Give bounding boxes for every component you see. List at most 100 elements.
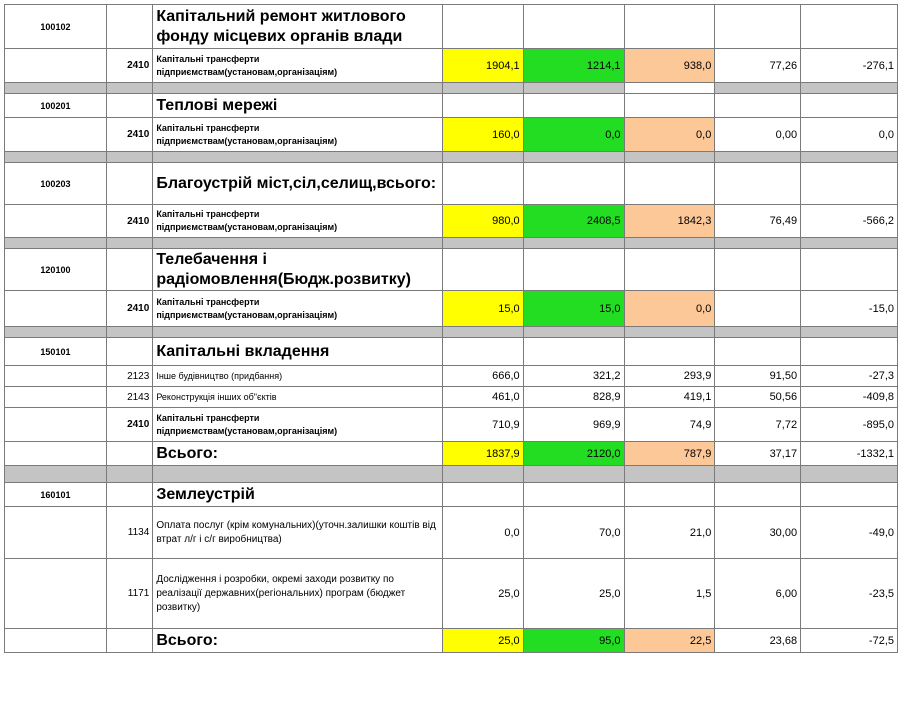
section-title: Капітальні вкладення	[152, 337, 443, 366]
value-percent: 0,00	[714, 117, 802, 152]
value-plan: 15,0	[441, 290, 524, 327]
value-plan: 25,0	[441, 558, 524, 629]
value-percent: 7,72	[714, 407, 802, 442]
table-row: 2410 Капітальні трансферти підприємствам…	[4, 290, 898, 327]
value-percent: 50,56	[714, 386, 802, 408]
separator-row	[4, 82, 898, 94]
section-title: Теплові мережі	[152, 93, 443, 118]
total-deviation: -1332,1	[800, 441, 898, 466]
kekv-code: 2410	[105, 117, 154, 152]
table-row: 2410 Капітальні трансферти підприємствам…	[4, 204, 898, 238]
value-deviation: -276,1	[800, 48, 898, 83]
kekv-code: 2410	[105, 290, 154, 327]
kekv-code: 2410	[105, 48, 154, 83]
total-adjusted: 95,0	[522, 628, 625, 653]
section-header-row: 150101 Капітальні вкладення	[4, 337, 898, 366]
total-adjusted: 2120,0	[522, 441, 625, 466]
table-row: 2123 Інше будівництво (придбання) 666,0 …	[4, 365, 898, 387]
kekv-code: 2123	[105, 365, 154, 387]
value-percent: 91,50	[714, 365, 802, 387]
value-plan: 160,0	[441, 117, 524, 152]
budget-table: 100102 Капітальний ремонт житлового фонд…	[4, 4, 898, 653]
value-percent: 77,26	[714, 48, 802, 83]
value-actual: 74,9	[623, 407, 716, 442]
table-row: 2410 Капітальні трансферти підприємствам…	[4, 117, 898, 152]
value-adjusted: 70,0	[522, 506, 625, 559]
program-code: 150101	[4, 337, 107, 366]
total-actual: 22,5	[623, 628, 716, 653]
total-label: Всього:	[152, 441, 443, 466]
row-description: Реконструкція інших об"єктів	[152, 386, 443, 408]
kekv-code: 2410	[105, 204, 154, 238]
row-description: Капітальні трансферти підприємствам(уста…	[152, 407, 443, 442]
total-plan: 25,0	[441, 628, 524, 653]
value-adjusted: 828,9	[522, 386, 625, 408]
total-actual: 787,9	[623, 441, 716, 466]
table-row: 2410 Капітальні трансферти підприємствам…	[4, 48, 898, 83]
value-percent: 76,49	[714, 204, 802, 238]
section-title: Телебачення і радіомовлення(Бюдж.розвитк…	[152, 248, 443, 291]
total-percent: 23,68	[714, 628, 802, 653]
separator-row	[4, 237, 898, 249]
section-header-row: 160101 Землеустрій	[4, 482, 898, 507]
value-adjusted: 969,9	[522, 407, 625, 442]
separator-row	[4, 465, 898, 483]
value-plan: 666,0	[441, 365, 524, 387]
value-adjusted: 1214,1	[522, 48, 625, 83]
program-code: 100203	[4, 162, 107, 205]
section-header-row: 100102 Капітальний ремонт житлового фонд…	[4, 4, 898, 49]
value-actual: 1,5	[623, 558, 716, 629]
total-row: Всього: 1837,9 2120,0 787,9 37,17 -1332,…	[4, 441, 898, 466]
value-actual: 0,0	[623, 290, 716, 327]
value-deviation: -49,0	[800, 506, 898, 559]
separator-row	[4, 151, 898, 163]
total-label: Всього:	[152, 628, 443, 653]
row-description: Капітальні трансферти підприємствам(уста…	[152, 290, 443, 327]
value-actual: 0,0	[623, 117, 716, 152]
section-title: Капітальний ремонт житлового фонду місце…	[152, 4, 443, 49]
section-header-row: 100201 Теплові мережі	[4, 93, 898, 118]
value-deviation: -27,3	[800, 365, 898, 387]
section-header-row: 100203 Благоустрій міст,сіл,селищ,всього…	[4, 162, 898, 205]
value-deviation: 0,0	[800, 117, 898, 152]
kekv-code: 2143	[105, 386, 154, 408]
value-adjusted: 25,0	[522, 558, 625, 629]
total-plan: 1837,9	[441, 441, 524, 466]
value-plan: 461,0	[441, 386, 524, 408]
table-row: 1134 Оплата послуг (крім комунальних)(ут…	[4, 506, 898, 559]
program-code: 120100	[4, 248, 107, 291]
total-percent: 37,17	[714, 441, 802, 466]
value-deviation: -895,0	[800, 407, 898, 442]
value-percent: 30,00	[714, 506, 802, 559]
value-deviation: -23,5	[800, 558, 898, 629]
value-percent: 6,00	[714, 558, 802, 629]
row-description: Оплата послуг (крім комунальних)(уточн.з…	[152, 506, 443, 559]
section-title: Землеустрій	[152, 482, 443, 507]
value-deviation: -409,8	[800, 386, 898, 408]
value-deviation: -566,2	[800, 204, 898, 238]
value-percent	[714, 290, 802, 327]
value-plan: 710,9	[441, 407, 524, 442]
program-code: 100102	[4, 4, 107, 49]
kekv-code: 2410	[105, 407, 154, 442]
row-description: Дослідження і розробки, окремі заходи ро…	[152, 558, 443, 629]
row-description: Капітальні трансферти підприємствам(уста…	[152, 204, 443, 238]
row-description: Капітальні трансферти підприємствам(уста…	[152, 117, 443, 152]
total-deviation: -72,5	[800, 628, 898, 653]
table-row: 2143 Реконструкція інших об"єктів 461,0 …	[4, 386, 898, 408]
value-actual: 293,9	[623, 365, 716, 387]
value-plan: 1904,1	[441, 48, 524, 83]
value-adjusted: 321,2	[522, 365, 625, 387]
program-code: 100201	[4, 93, 107, 118]
value-deviation: -15,0	[800, 290, 898, 327]
row-description: Інше будівництво (придбання)	[152, 365, 443, 387]
section-title: Благоустрій міст,сіл,селищ,всього:	[152, 162, 443, 205]
value-adjusted: 15,0	[522, 290, 625, 327]
separator-row	[4, 326, 898, 338]
table-row: 2410 Капітальні трансферти підприємствам…	[4, 407, 898, 442]
value-actual: 1842,3	[623, 204, 716, 238]
value-adjusted: 2408,5	[522, 204, 625, 238]
row-description: Капітальні трансферти підприємствам(уста…	[152, 48, 443, 83]
value-actual: 419,1	[623, 386, 716, 408]
value-actual: 21,0	[623, 506, 716, 559]
